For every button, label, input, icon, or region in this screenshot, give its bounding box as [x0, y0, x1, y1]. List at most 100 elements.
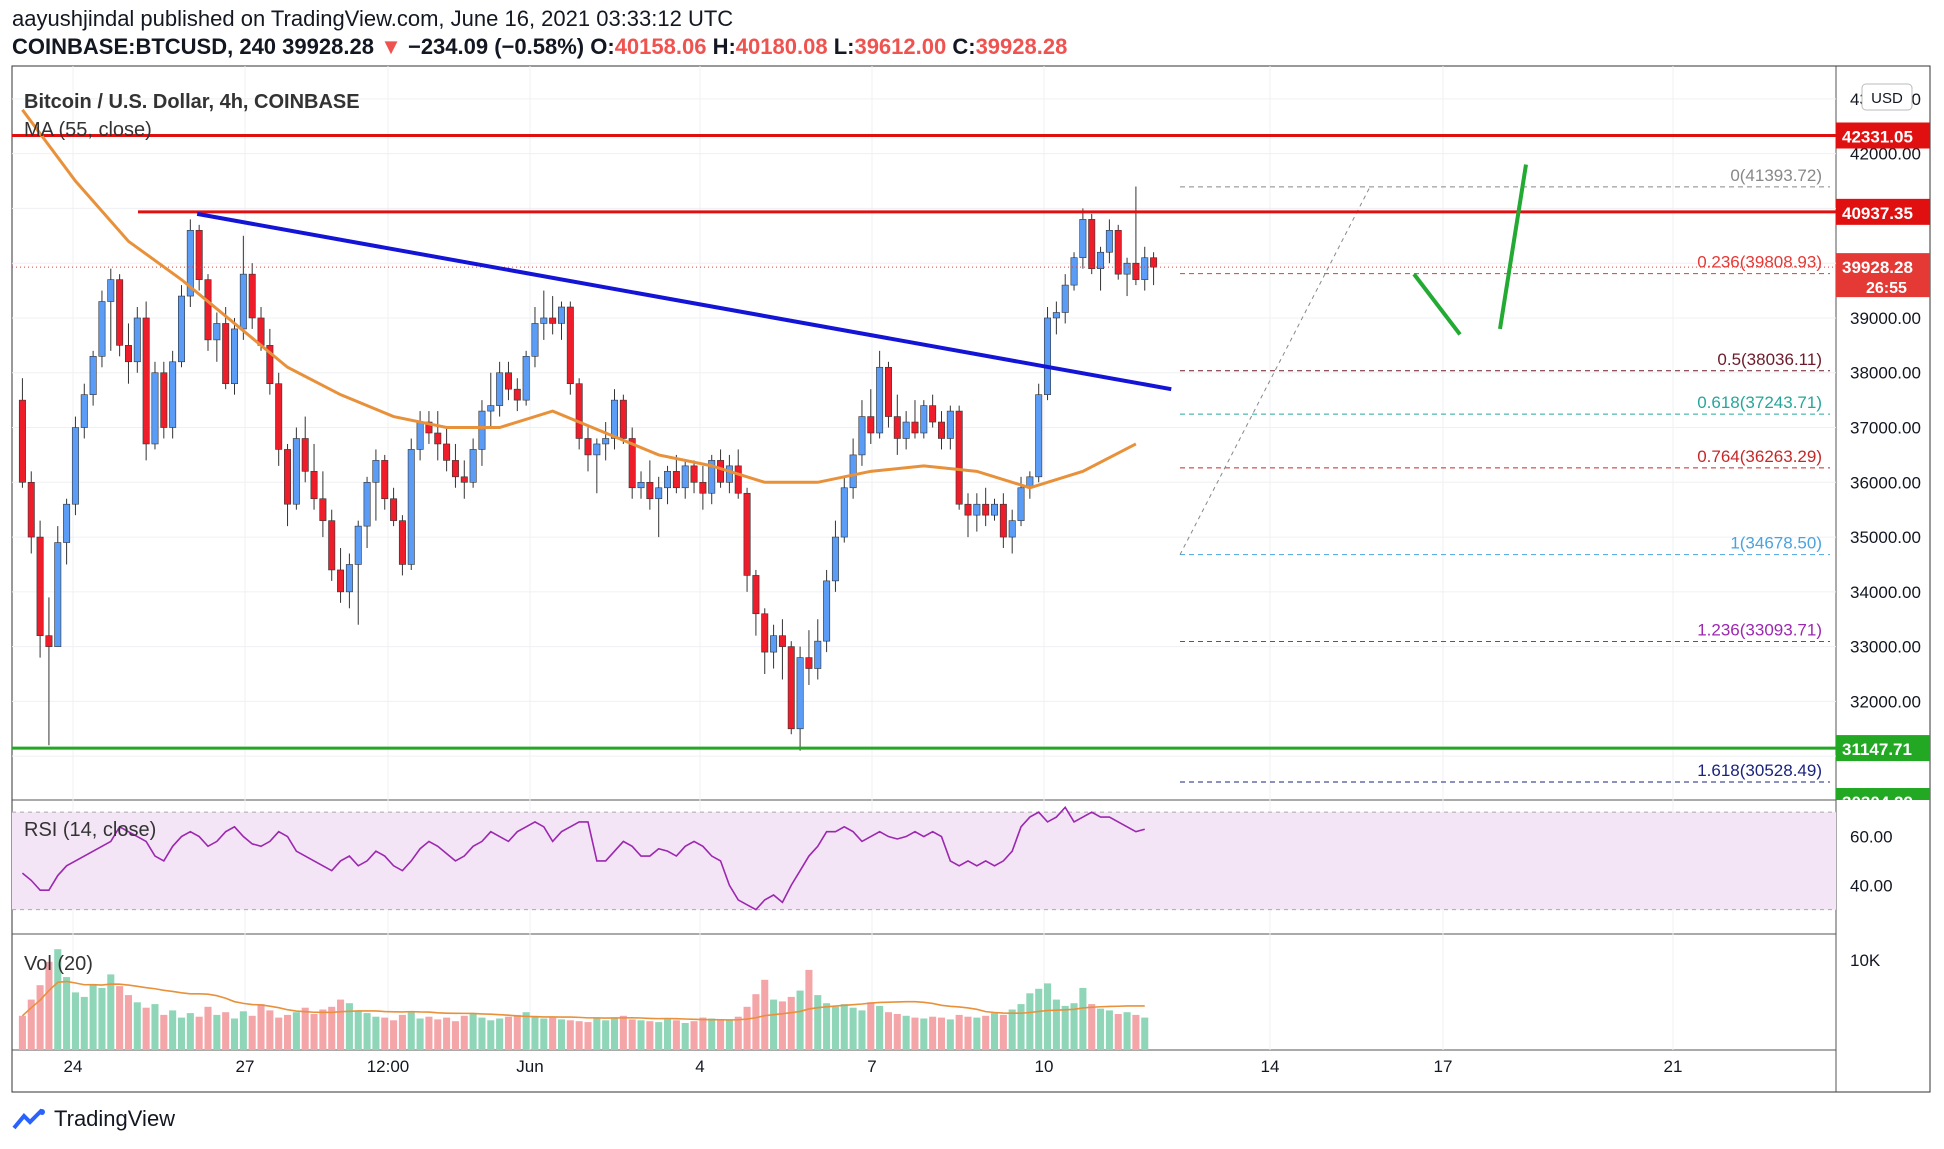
candle-body — [98, 301, 106, 357]
candle-body — [319, 498, 327, 521]
candle-body — [884, 366, 892, 417]
y-tick-label: 38000.00 — [1850, 364, 1921, 383]
volume-bar — [372, 1016, 380, 1050]
candle-body — [796, 657, 804, 730]
candle-body — [690, 465, 698, 483]
descending-trendline — [196, 211, 1172, 392]
volume-bar — [407, 1012, 415, 1050]
volume-bar — [655, 1022, 663, 1050]
volume-bar — [664, 1019, 672, 1050]
chart-title: Bitcoin / U.S. Dollar, 4h, COINBASE — [24, 91, 360, 113]
volume-bar — [345, 1003, 353, 1050]
candle-body — [222, 323, 230, 385]
volume-bar — [805, 969, 813, 1050]
volume-bar — [363, 1013, 371, 1050]
candle-body — [902, 421, 910, 439]
candle-body — [248, 273, 256, 319]
brand-name: TradingView — [54, 1106, 176, 1131]
candle-body — [893, 416, 901, 439]
volume-bar — [416, 1018, 424, 1050]
candle-body — [80, 394, 88, 428]
y-tick-label: 36000.00 — [1850, 473, 1921, 492]
candle-body — [284, 449, 292, 505]
tradingview-logo[interactable]: TradingView — [12, 1106, 175, 1132]
fib-level-label: 0.764(36263.29) — [1697, 447, 1822, 466]
volume-bar — [1017, 1004, 1025, 1050]
cut-off-price-label: 30304.29 — [1842, 793, 1913, 812]
candle-body — [460, 476, 468, 483]
candle-body — [54, 542, 62, 647]
candle-body — [513, 388, 521, 401]
volume-bar — [45, 961, 53, 1050]
x-tick-label: Jun — [516, 1057, 543, 1076]
candle-body — [292, 438, 300, 505]
candle-body — [611, 399, 618, 439]
x-tick-label: 7 — [867, 1057, 876, 1076]
volume-bar — [823, 1003, 831, 1050]
candle-body — [1035, 394, 1043, 478]
volume-bar — [89, 984, 97, 1050]
labels: Bitcoin / U.S. Dollar, 4h, COINBASE MA (5… — [24, 91, 1930, 812]
volume-bar — [575, 1021, 583, 1050]
volume-bar — [257, 1004, 265, 1050]
candle-body — [1105, 230, 1113, 253]
volume-bar — [990, 1013, 999, 1050]
candle-body — [1061, 284, 1069, 313]
volume-bar — [858, 1010, 866, 1050]
fibonacci-retracement[interactable]: 0(41393.72) 0.236(39808.93) 0.5(38036.11) 0… — [1179, 166, 1830, 783]
candle-body — [160, 372, 168, 428]
candlestick-series — [18, 186, 1158, 751]
volume-bar — [451, 1021, 459, 1050]
candle-body — [416, 421, 424, 450]
candle-body — [1044, 317, 1052, 395]
candle-body — [717, 460, 725, 483]
volume-bar — [911, 1017, 919, 1050]
volume-bar — [504, 1016, 512, 1050]
volume-bar — [142, 1007, 150, 1050]
candle-body — [363, 481, 371, 527]
candle-body — [1150, 257, 1158, 268]
volume-bar — [884, 1012, 892, 1050]
x-tick-label: 17 — [1434, 1057, 1453, 1076]
volume-bar — [1097, 1008, 1105, 1050]
volume-bar — [672, 1020, 680, 1050]
volume-bar — [169, 1010, 177, 1050]
candle-body — [664, 471, 672, 489]
open-label: O: — [590, 34, 615, 59]
price-tag-label: 40937.35 — [1842, 204, 1913, 223]
volume-bar — [1132, 1014, 1140, 1050]
candle-body — [124, 345, 132, 363]
y-tick-label: 34000.00 — [1850, 583, 1921, 602]
publish-info: aayushjindal published on TradingView.co… — [12, 6, 734, 31]
drawings[interactable] — [12, 108, 1836, 750]
volume-bar — [266, 1010, 274, 1050]
volume-bar — [787, 996, 795, 1050]
candle-body — [911, 421, 919, 434]
candle-body — [301, 438, 309, 472]
candle-body — [469, 449, 477, 483]
volume-bar — [1123, 1012, 1131, 1050]
volume-bar — [522, 1012, 530, 1050]
volume-bar — [151, 1004, 159, 1050]
candle-body — [549, 317, 557, 324]
volume-bar — [160, 1014, 168, 1050]
fib-level-label: 1.618(30528.49) — [1697, 761, 1822, 780]
y-tick-label: 33000.00 — [1850, 638, 1921, 657]
volume-bar — [1026, 993, 1034, 1050]
candle-body — [231, 328, 238, 385]
candle-body — [186, 230, 194, 297]
x-tick-label: 4 — [695, 1057, 704, 1076]
volume-bar — [328, 1006, 336, 1050]
candle-body — [390, 498, 398, 521]
volume-bar — [434, 1019, 442, 1050]
volume-bar — [1114, 1014, 1122, 1050]
volume-bar — [195, 1016, 203, 1050]
candle-body — [876, 366, 884, 434]
candle-body — [1088, 219, 1096, 269]
volume-bar — [513, 1014, 521, 1050]
candle-body — [938, 421, 945, 439]
volume-bar — [831, 1006, 839, 1050]
volume-bar — [699, 1017, 707, 1050]
candle-body — [354, 525, 362, 565]
